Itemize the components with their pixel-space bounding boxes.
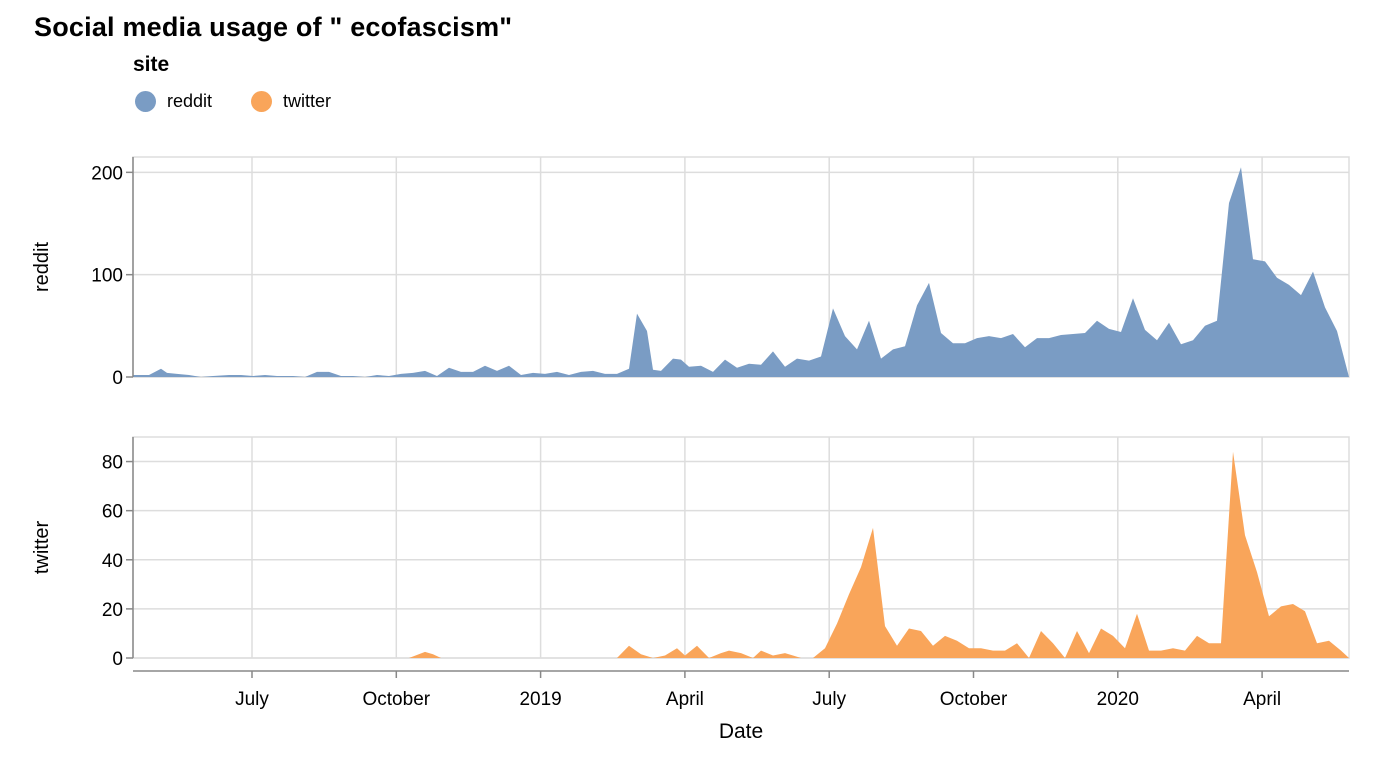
- legend-item-twitter[interactable]: twitter: [251, 89, 331, 113]
- y-tick-label-twitter-0: 0: [112, 649, 123, 670]
- x-tick-label-1: October: [363, 689, 431, 710]
- area-series-reddit[interactable]: [133, 167, 1349, 377]
- y-axis-label-reddit: reddit: [31, 242, 53, 292]
- legend-label-twitter: twitter: [283, 90, 332, 111]
- legend-title: site: [133, 53, 170, 76]
- area-series-twitter[interactable]: [133, 451, 1349, 658]
- legend-swatch-reddit: [135, 90, 156, 112]
- y-tick-label-reddit-200: 200: [91, 163, 123, 184]
- y-tick-label-reddit-0: 0: [112, 368, 123, 389]
- x-tick-label-2: 2019: [519, 689, 561, 710]
- y-tick-label-twitter-40: 40: [102, 551, 123, 572]
- legend-label-reddit: reddit: [167, 90, 213, 111]
- x-tick-label-4: July: [812, 689, 846, 710]
- x-tick-label-3: April: [666, 689, 704, 710]
- x-tick-label-6: 2020: [1097, 689, 1139, 710]
- legend-item-reddit[interactable]: reddit: [135, 89, 212, 113]
- x-tick-label-0: July: [235, 689, 269, 710]
- chart-title: Social media usage of " ecofascism": [34, 12, 513, 42]
- x-axis-label: Date: [719, 720, 763, 743]
- y-tick-label-twitter-20: 20: [102, 600, 123, 621]
- y-tick-label-reddit-100: 100: [91, 266, 123, 287]
- legend-swatch-twitter: [251, 90, 272, 112]
- panel-frame-twitter: [132, 436, 1350, 659]
- y-tick-label-twitter-60: 60: [102, 502, 123, 523]
- x-tick-label-5: October: [940, 689, 1008, 710]
- x-tick-label-7: April: [1243, 689, 1281, 710]
- y-tick-label-twitter-80: 80: [102, 453, 123, 474]
- y-axis-label-twitter: twitter: [31, 520, 53, 574]
